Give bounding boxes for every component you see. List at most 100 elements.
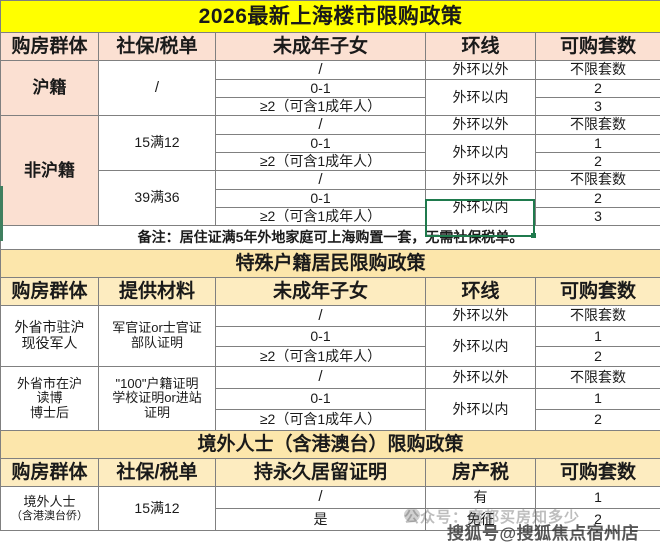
table1-quota: 不限套数 <box>534 60 660 80</box>
table1-banner: 2026最新上海楼市限购政策 <box>0 0 660 33</box>
table1-category-nonhu: 非沪籍 <box>0 115 99 226</box>
table3-permit: 是 <box>215 508 426 531</box>
table2-material-phd: "100"户籍证明 学校证明or进站 证明 <box>98 366 216 431</box>
table3-banner: 境外人士（含港澳台）限购政策 <box>0 430 660 459</box>
table1-note: 备注：居住证满5年外地家庭可上海购置一套，无需社保税单。 <box>0 225 660 250</box>
table2-material-military-line1: 军官证or士官证 <box>112 320 202 336</box>
table2-banner: 特殊户籍居民限购政策 <box>0 249 660 278</box>
table2-header-children: 未成年子女 <box>215 277 426 306</box>
table3-category-line1: 境外人士 <box>23 494 76 510</box>
table1-banner-row: 2026最新上海楼市限购政策 <box>0 0 660 33</box>
table3-header-tax: 房产税 <box>425 458 536 487</box>
table1-note-row: 备注：居住证满5年外地家庭可上海购置一套，无需社保税单。 <box>0 225 660 250</box>
table3-permit: / <box>215 486 426 509</box>
row-selection-marker <box>0 186 3 241</box>
table1-children: 0-1 <box>215 79 426 98</box>
table1-social-15m12: 15满12 <box>98 115 216 171</box>
table2-header-row: 购房群体 提供材料 未成年子女 环线 可购套数 <box>0 277 660 306</box>
table-row: 39满36 / 外环以外 不限套数 <box>1 170 660 226</box>
table2-quota: 不限套数 <box>534 305 660 327</box>
table2-quota: 1 <box>534 388 660 410</box>
table1-quota: 3 <box>534 97 660 116</box>
table3-tax: 有 <box>425 486 536 509</box>
table1-social-hu: / <box>98 60 216 116</box>
table2-material-military-line2: 部队证明 <box>130 335 183 350</box>
table2-quota: 不限套数 <box>534 366 660 389</box>
table-row: 是 免征 2 <box>1 508 660 531</box>
table-row: ≥2（可含1成年人） 3 <box>1 207 660 226</box>
table1-ring-selected[interactable]: 外环以内 <box>425 189 536 226</box>
table1-quota: 2 <box>534 189 660 208</box>
table3-header-permit: 持永久居留证明 <box>215 458 426 487</box>
table2-children: / <box>215 366 426 389</box>
table2-children: / <box>215 305 426 327</box>
table1-children: ≥2（可含1成年人） <box>215 152 426 171</box>
table-row: ≥2（可含1成年人） 2 <box>1 409 660 431</box>
table1-ring: 外环以内 <box>425 79 536 116</box>
table1-children: ≥2（可含1成年人） <box>215 207 426 226</box>
table1-category-hu: 沪籍 <box>0 60 99 116</box>
table1-quota: 不限套数 <box>534 115 660 135</box>
table2-material-phd-line2: 学校证明or进站 <box>112 390 202 406</box>
table-row: 0-1 外环以内 2 <box>1 79 660 116</box>
table2-header-group: 购房群体 <box>0 277 99 306</box>
table1-ring: 外环以内 <box>425 134 536 171</box>
table3-category: 境外人士 （含港澳台侨） <box>0 486 99 531</box>
table-row: ≥2（可含1成年人） 2 <box>1 152 660 171</box>
table2-category-phd-line2: 读博 <box>36 390 63 406</box>
table1-quota: 不限套数 <box>534 170 660 190</box>
table3-header-group: 购房群体 <box>0 458 99 487</box>
table3-quota: 1 <box>534 486 660 509</box>
table2-material-military: 军官证or士官证 部队证明 <box>98 305 216 367</box>
table2-category-phd: 外省市在沪 读博 博士后 <box>0 366 99 431</box>
table1-header-row: 购房群体 社保/税单 未成年子女 环线 可购套数 <box>0 32 660 61</box>
table-row: 外省市在沪 读博 博士后 "100"户籍证明 学校证明or进站 证明 / 外环以… <box>0 366 660 431</box>
table2-category-military-line2: 现役军人 <box>21 335 78 351</box>
table2-ring: 外环以外 <box>425 305 536 327</box>
table2-quota: 2 <box>534 409 660 431</box>
table2-children: ≥2（可含1成年人） <box>215 346 426 367</box>
table2-ring: 外环以内 <box>425 388 536 431</box>
table1-ring: 外环以外 <box>425 60 536 80</box>
table3-header-social: 社保/税单 <box>98 458 216 487</box>
table3-category-line2: （含港澳台侨） <box>11 509 88 522</box>
table1-quota: 2 <box>534 79 660 98</box>
table-row: 境外人士 （含港澳台侨） 15满12 / 有 1 <box>0 486 660 531</box>
table2-banner-row: 特殊户籍居民限购政策 <box>0 249 660 278</box>
table1-quota: 2 <box>534 152 660 171</box>
table1-quota: 1 <box>534 134 660 153</box>
table3-social: 15满12 <box>98 486 216 531</box>
table3-header-row: 购房群体 社保/税单 持永久居留证明 房产税 可购套数 <box>0 458 660 487</box>
table3-header-quota: 可购套数 <box>534 458 660 487</box>
table2-category-phd-line1: 外省市在沪 <box>16 375 82 391</box>
table-row: 0-1 外环以内 1 <box>1 326 660 367</box>
table2-children: 0-1 <box>215 388 426 410</box>
table1-header-group: 购房群体 <box>0 32 99 61</box>
table-row: ≥2（可含1成年人） 2 <box>1 346 660 367</box>
table2-ring: 外环以内 <box>425 326 536 367</box>
table2-category-phd-line3: 博士后 <box>29 404 69 420</box>
table1-quota: 3 <box>534 207 660 226</box>
table2-category-military: 外省市驻沪 现役军人 <box>0 305 99 367</box>
table1-children: ≥2（可含1成年人） <box>215 97 426 116</box>
table3-banner-row: 境外人士（含港澳台）限购政策 <box>0 430 660 459</box>
table-row: 0-1 外环以内 1 <box>1 134 660 171</box>
table1-header-ring: 环线 <box>425 32 536 61</box>
table1-social-39m36: 39满36 <box>98 170 216 226</box>
table1-header-quota: 可购套数 <box>534 32 660 61</box>
table1-children: / <box>215 60 426 80</box>
table3-quota: 2 <box>534 508 660 531</box>
table2-material-phd-line3: 证明 <box>143 404 170 420</box>
table-row: 沪籍 / / 外环以外 不限套数 <box>0 60 660 116</box>
table1-ring: 外环以外 <box>425 115 536 135</box>
table2-material-phd-line1: "100"户籍证明 <box>115 375 199 391</box>
table1-header-social: 社保/税单 <box>98 32 216 61</box>
table-row: 0-1 外环以内 2 <box>1 189 660 226</box>
table1-header-children: 未成年子女 <box>215 32 426 61</box>
table-row: 非沪籍 15满12 / 外环以外 不限套数 <box>0 115 660 226</box>
table2-header-ring: 环线 <box>425 277 536 306</box>
table1-children: 0-1 <box>215 134 426 153</box>
table1-children: / <box>215 115 426 135</box>
table1-children: / <box>215 170 426 190</box>
table2-header-material: 提供材料 <box>98 277 216 306</box>
